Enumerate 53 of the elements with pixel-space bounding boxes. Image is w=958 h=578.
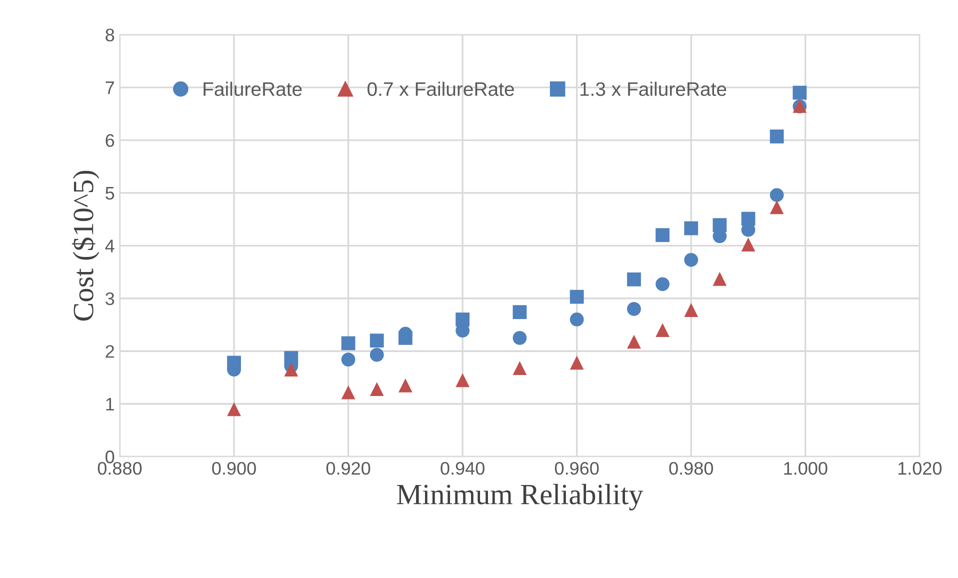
y-tick-label: 4	[105, 240, 114, 252]
point	[684, 221, 698, 236]
point	[512, 331, 527, 345]
y-tick-label: 0	[106, 450, 114, 464]
y-tick-label: 6	[106, 134, 114, 147]
point	[770, 188, 784, 202]
point	[684, 303, 698, 317]
point	[570, 356, 584, 370]
y-tick-label: 3	[106, 292, 114, 306]
x-tick-label: 1.000	[784, 462, 828, 475]
x-tick-label: 0.880	[98, 462, 142, 475]
point	[770, 130, 784, 144]
point	[341, 336, 356, 350]
point	[792, 86, 807, 100]
x-tick-label: 0.940	[440, 462, 484, 475]
y-tick-label: 8	[106, 28, 114, 42]
point	[570, 290, 584, 304]
point	[370, 382, 384, 396]
point	[227, 402, 241, 416]
point	[656, 323, 670, 337]
point	[656, 228, 670, 242]
point	[370, 348, 384, 362]
point	[684, 252, 698, 267]
point	[341, 385, 356, 400]
y-tick-label: 1	[106, 398, 114, 410]
point	[770, 200, 784, 214]
x-tick-label: 0.900	[212, 462, 256, 475]
x-tick-label: 1.020	[898, 462, 942, 475]
legend-label: 1.3 x FailureRate	[580, 82, 726, 96]
point	[512, 361, 527, 375]
x-tick-label: 0.980	[669, 462, 714, 475]
legend-label: 0.7 x FailureRate	[368, 82, 514, 96]
y-tick-label: 7	[106, 82, 114, 94]
point	[627, 272, 641, 286]
y-tick-label: 2	[106, 345, 114, 358]
point	[627, 334, 641, 349]
point	[370, 334, 384, 348]
point	[741, 238, 756, 252]
point	[570, 312, 584, 326]
x-axis-title: Minimum Reliability	[397, 484, 644, 510]
point	[656, 277, 670, 292]
point	[712, 272, 727, 286]
y-axis-title: Cost ($10^5)	[72, 170, 100, 321]
point	[456, 373, 470, 388]
point	[627, 302, 641, 316]
point	[284, 362, 298, 377]
legend-label: FailureRate	[204, 82, 302, 96]
point	[398, 378, 412, 392]
x-tick-label: 0.920	[326, 462, 370, 475]
x-tick-label: 0.960	[554, 462, 599, 475]
y-tick-label: 5	[106, 187, 114, 200]
point	[512, 305, 527, 320]
point	[341, 352, 356, 367]
